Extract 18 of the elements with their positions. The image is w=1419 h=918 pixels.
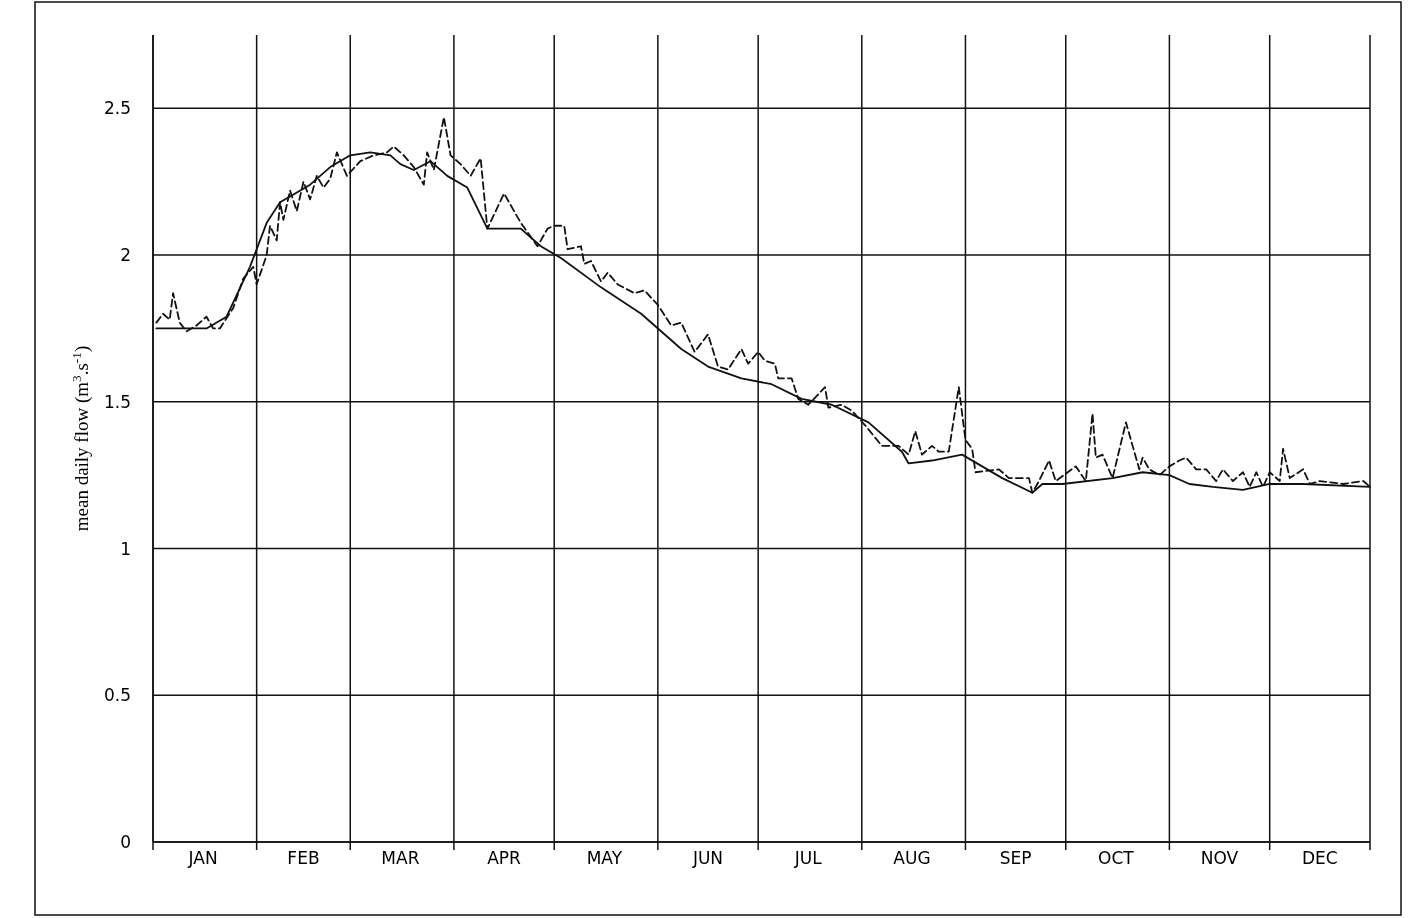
y-tick-label: 2.5 — [103, 98, 131, 119]
x-tick-label: FEB — [287, 848, 320, 868]
x-tick-label: AUG — [893, 848, 931, 868]
x-tick-label: DEC — [1302, 848, 1338, 868]
x-tick-label: JUL — [793, 848, 823, 868]
x-tick-label: MAY — [586, 848, 623, 868]
y-tick-label: 0.5 — [103, 685, 131, 706]
x-tick-label: SEP — [999, 848, 1032, 868]
x-tick-label: OCT — [1098, 848, 1135, 868]
x-tick-label: JUN — [691, 848, 724, 868]
y-tick-label: 1 — [120, 538, 131, 559]
y-tick-label: 0 — [120, 832, 131, 852]
y-tick-label: 2 — [120, 245, 131, 266]
y-tick-label: 1.5 — [103, 391, 131, 412]
x-tick-label: JAN — [187, 848, 218, 868]
x-tick-label: NOV — [1200, 848, 1239, 868]
x-tick-label: APR — [487, 848, 522, 868]
x-tick-label: MAR — [381, 848, 420, 868]
